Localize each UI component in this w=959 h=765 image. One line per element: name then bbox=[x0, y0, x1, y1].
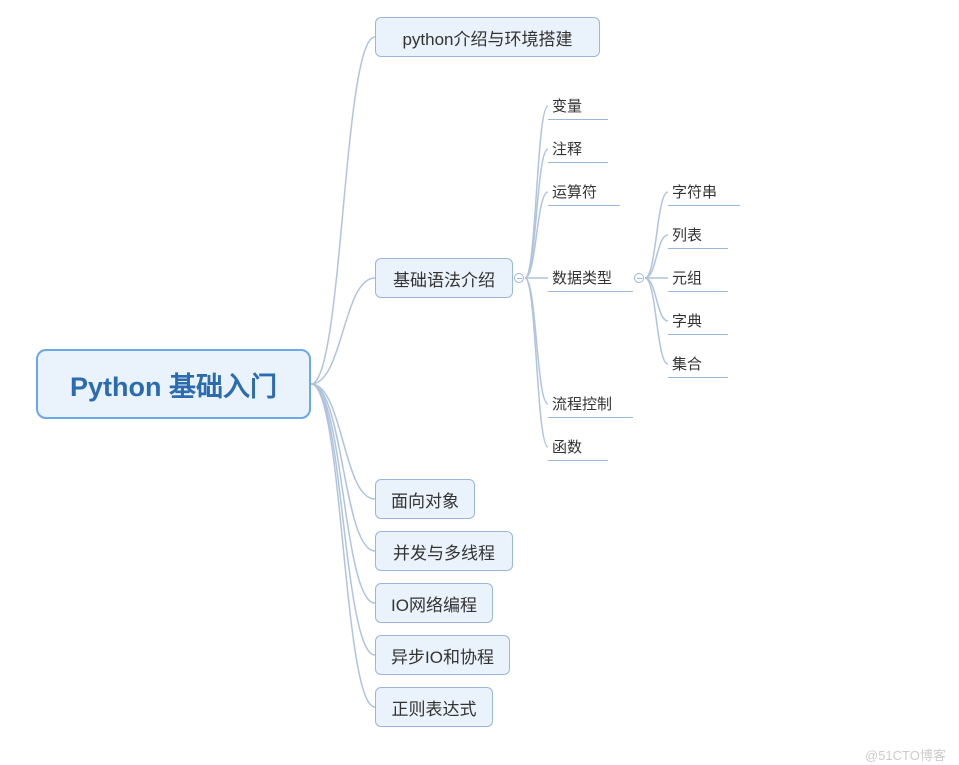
root-node: Python 基础入门 bbox=[36, 349, 311, 419]
branch-node-async: 异步IO和协程 bbox=[375, 635, 510, 675]
leaf-node-dict: 字典 bbox=[668, 310, 728, 335]
leaf-node-oper: 运算符 bbox=[548, 181, 620, 206]
branch-node-thread: 并发与多线程 bbox=[375, 531, 513, 571]
branch-node-oop: 面向对象 bbox=[375, 479, 475, 519]
branch-node-intro: python介绍与环境搭建 bbox=[375, 17, 600, 57]
watermark: @51CTO博客 bbox=[865, 745, 946, 764]
branch-node-syntax: 基础语法介绍 bbox=[375, 258, 513, 298]
leaf-node-dtype: 数据类型 bbox=[548, 267, 633, 292]
leaf-node-set: 集合 bbox=[668, 353, 728, 378]
collapse-marker-icon[interactable] bbox=[634, 273, 644, 283]
leaf-node-var: 变量 bbox=[548, 95, 608, 120]
leaf-node-tuple: 元组 bbox=[668, 267, 728, 292]
leaf-node-comm: 注释 bbox=[548, 138, 608, 163]
leaf-node-func: 函数 bbox=[548, 436, 608, 461]
leaf-node-str: 字符串 bbox=[668, 181, 740, 206]
branch-node-io: IO网络编程 bbox=[375, 583, 493, 623]
leaf-node-flow: 流程控制 bbox=[548, 393, 633, 418]
collapse-marker-icon[interactable] bbox=[514, 273, 524, 283]
branch-node-regex: 正则表达式 bbox=[375, 687, 493, 727]
leaf-node-list: 列表 bbox=[668, 224, 728, 249]
